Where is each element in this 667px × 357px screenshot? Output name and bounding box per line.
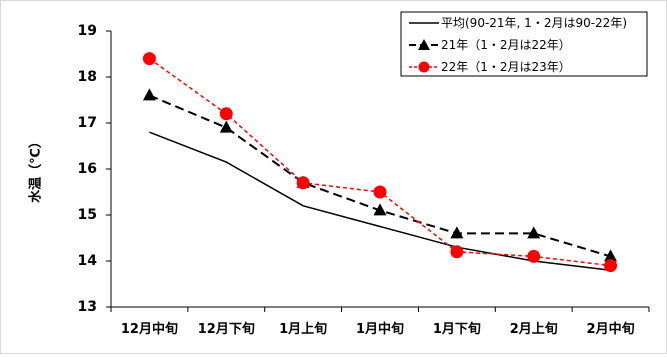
legend-box xyxy=(400,11,648,77)
data-point-2022 xyxy=(527,249,541,263)
legend-label-2022: 22年（1・2月は23年） xyxy=(441,60,571,74)
y-tick-label: 13 xyxy=(78,299,97,315)
y-tick-label: 15 xyxy=(78,207,97,223)
data-point-2022 xyxy=(296,176,310,190)
y-tick-label: 18 xyxy=(78,69,97,85)
data-point-2021 xyxy=(527,226,541,239)
y-tick-label: 17 xyxy=(78,115,97,131)
data-point-2022 xyxy=(604,259,618,273)
x-axis-ticks: 12月中旬 12月下旬 1月上旬 1月中旬 1月下旬 2月上旬 2月中旬 xyxy=(110,307,650,337)
legend-label-2021: 21年（1・2月は22年） xyxy=(441,38,571,52)
x-tick-label: 1月下旬 xyxy=(433,321,481,337)
series-layer xyxy=(142,52,618,273)
x-tick-label: 12月中旬 xyxy=(121,321,178,337)
legend: 平均(90-21年, 1・2月は90-22年) 21年（1・2月は22年） 22… xyxy=(400,11,648,77)
y-tick-label: 14 xyxy=(78,253,98,269)
x-tick-label: 12月下旬 xyxy=(198,321,255,337)
y-axis-ticks: 13 14 15 16 17 18 19 xyxy=(78,23,111,315)
data-point-2021 xyxy=(450,226,464,239)
y-tick-label: 19 xyxy=(78,23,97,39)
data-point-2021 xyxy=(142,88,156,101)
x-tick-label: 1月中旬 xyxy=(356,321,404,337)
data-point-2021 xyxy=(373,203,387,216)
y-tick-label: 16 xyxy=(78,161,97,177)
legend-marker-2021 xyxy=(418,39,430,50)
x-tick-label: 2月中旬 xyxy=(587,321,635,337)
legend-marker-2022 xyxy=(418,61,430,73)
data-point-2022 xyxy=(373,185,387,199)
data-point-2022 xyxy=(142,52,156,66)
data-point-2021 xyxy=(604,249,618,262)
series-line-2022 xyxy=(148,57,611,267)
data-point-2021 xyxy=(219,120,233,133)
series-line-2021 xyxy=(149,94,611,258)
x-tick-label: 1月上旬 xyxy=(279,321,327,337)
y-axis-label: 水温（℃） xyxy=(28,135,44,203)
x-tick-label: 2月上旬 xyxy=(510,321,558,337)
series-line-average xyxy=(149,131,611,271)
data-point-2022 xyxy=(450,245,464,259)
legend-label-average: 平均(90-21年, 1・2月は90-22年) xyxy=(441,16,627,30)
data-point-2022 xyxy=(219,107,233,121)
